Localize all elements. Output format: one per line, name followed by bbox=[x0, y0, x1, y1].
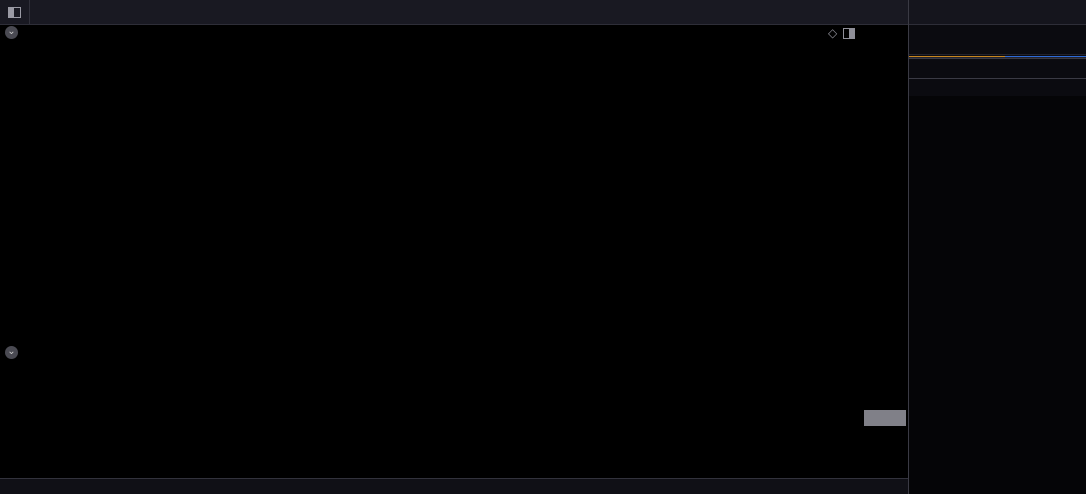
layout-icon[interactable] bbox=[0, 0, 30, 24]
chevron-down-icon[interactable]: ⌄ bbox=[5, 346, 18, 359]
chart-header: ⌄ bbox=[0, 24, 908, 41]
stock-title bbox=[909, 0, 1086, 25]
split-window-icon[interactable] bbox=[843, 27, 856, 39]
quote-panel bbox=[908, 0, 1086, 494]
time-axis[interactable] bbox=[0, 478, 908, 494]
news-ticker[interactable] bbox=[909, 79, 1086, 96]
flower-logo-icon bbox=[909, 100, 953, 150]
indicator-current-value bbox=[864, 410, 906, 426]
price-and-indicator-plots[interactable] bbox=[0, 0, 908, 478]
diamond-icon[interactable]: ◇ bbox=[828, 26, 838, 40]
top-menu-bar bbox=[0, 0, 908, 25]
chart-corner-icons: ◇ bbox=[828, 26, 856, 40]
flower-logo-icon-right bbox=[1061, 100, 1086, 150]
price-row bbox=[909, 25, 1086, 55]
trade-status bbox=[909, 58, 1086, 79]
chevron-down-icon[interactable]: ⌄ bbox=[5, 26, 18, 39]
vendor-logo-area bbox=[909, 96, 1086, 494]
bid-ask-divider bbox=[909, 55, 1086, 57]
indicator-header: ⌄ bbox=[0, 344, 908, 361]
